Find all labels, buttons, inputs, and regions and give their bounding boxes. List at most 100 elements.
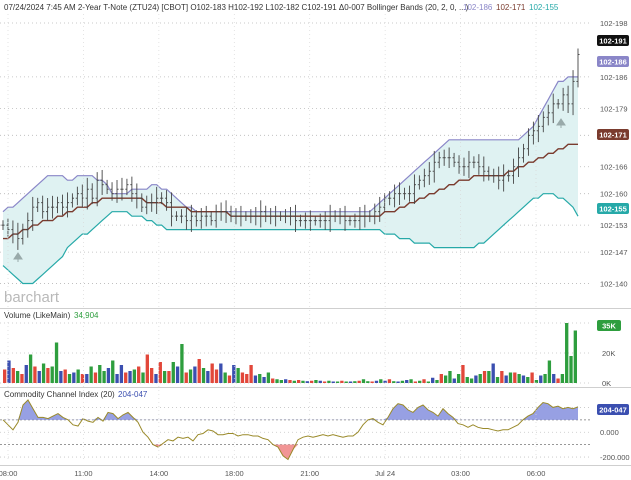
price-bar — [571, 70, 575, 116]
price-bar — [21, 223, 25, 245]
price-bar — [150, 193, 154, 212]
volume-bar — [50, 366, 54, 383]
price-bar — [482, 156, 486, 182]
price-bar — [427, 162, 431, 185]
volume-bar — [128, 371, 132, 383]
price-ohlc-bars — [1, 48, 580, 250]
price-bar — [541, 111, 545, 133]
price-bar — [189, 204, 193, 232]
volume-bar — [137, 366, 141, 383]
volume-bar — [3, 369, 7, 383]
volume-bar — [111, 360, 115, 383]
volume-bar — [487, 371, 491, 383]
price-bar — [269, 208, 273, 225]
price-bar — [155, 186, 159, 214]
price-bar — [160, 192, 164, 205]
volume-bar — [513, 372, 517, 383]
volume-bar — [547, 360, 552, 383]
volume-bar — [431, 377, 435, 383]
price-bar — [308, 210, 312, 231]
volume-bar — [188, 369, 193, 383]
price-bar — [254, 206, 258, 226]
volume-bar — [193, 366, 197, 383]
volume-bar — [115, 374, 119, 383]
price-bar — [95, 172, 99, 207]
price-bar — [65, 192, 70, 218]
price-bar — [412, 174, 417, 204]
price-bar — [60, 194, 65, 216]
price-bar — [259, 200, 263, 228]
volume-bar — [180, 344, 184, 383]
cci-title-value: 204-047 — [118, 390, 148, 399]
cci-negative-fill — [3, 444, 578, 460]
price-panel: 102-198102-186102-179102-173102-166102-1… — [0, 14, 628, 306]
svg-text:102-155: 102-155 — [599, 205, 627, 214]
volume-bar — [422, 379, 426, 383]
volume-bar — [158, 362, 162, 383]
volume-bar — [46, 368, 50, 383]
price-bar — [75, 186, 79, 206]
volume-bar — [288, 380, 292, 383]
header-lower-value: 102-155 — [529, 3, 559, 12]
volume-bar — [63, 369, 67, 383]
volume-bar — [366, 381, 370, 383]
price-bar — [348, 215, 352, 226]
price-tick-label: 102-166 — [600, 163, 628, 172]
price-bar — [477, 154, 481, 175]
volume-bar — [405, 380, 409, 383]
svg-text:102-186: 102-186 — [599, 58, 627, 67]
price-bar — [417, 175, 421, 190]
price-bar — [244, 211, 248, 222]
volume-bar — [236, 368, 240, 383]
volume-bar — [370, 381, 374, 383]
x-tick-label: 03:00 — [451, 469, 470, 478]
price-bar — [120, 177, 124, 201]
volume-bar — [219, 363, 223, 383]
volume-bar — [11, 368, 15, 383]
volume-bar — [266, 372, 271, 383]
volume-bar — [206, 371, 210, 383]
volume-bars — [3, 323, 577, 383]
price-bar — [452, 152, 456, 168]
volume-bar — [258, 374, 262, 383]
x-tick-label: Jul 24 — [375, 469, 395, 478]
volume-bar — [149, 368, 154, 383]
volume-gridlines — [0, 322, 592, 384]
volume-bar — [245, 374, 249, 383]
price-bar — [1, 220, 5, 230]
price-bar — [36, 197, 40, 213]
volume-bar — [482, 371, 487, 383]
price-bar — [487, 166, 491, 181]
volume-bar — [154, 374, 158, 383]
price-bar — [516, 147, 521, 177]
x-tick-label: 08:00 — [0, 469, 17, 478]
price-tick-label: 102-186 — [600, 73, 628, 82]
price-bar — [432, 150, 436, 183]
volume-bar — [327, 380, 331, 383]
bollinger-lower-line — [2, 193, 579, 285]
volume-bar — [413, 381, 418, 383]
volume-bar — [361, 379, 366, 383]
volume-bar — [33, 366, 37, 383]
volume-bar — [292, 380, 296, 383]
price-bar — [135, 183, 139, 209]
price-bar — [333, 210, 337, 223]
price-bar — [145, 195, 149, 215]
volume-bar — [560, 374, 565, 383]
price-bar — [100, 169, 104, 195]
volume-bar — [305, 381, 309, 383]
volume-bar — [141, 372, 145, 383]
volume-bar — [275, 379, 279, 383]
volume-bar — [435, 380, 439, 383]
price-tick-label: 102-140 — [600, 280, 628, 289]
price-bar — [328, 204, 332, 232]
cci-gridlines — [0, 407, 592, 458]
volume-bar — [37, 371, 41, 383]
price-bar — [214, 204, 218, 228]
cci-panel: Commodity Channel Index (20) 204-047 200… — [0, 390, 630, 462]
price-tick-label: 102-179 — [600, 104, 628, 113]
price-bar — [298, 214, 303, 227]
volume-bar — [223, 372, 227, 383]
svg-text:204-047: 204-047 — [599, 406, 627, 415]
price-bar — [90, 183, 94, 205]
